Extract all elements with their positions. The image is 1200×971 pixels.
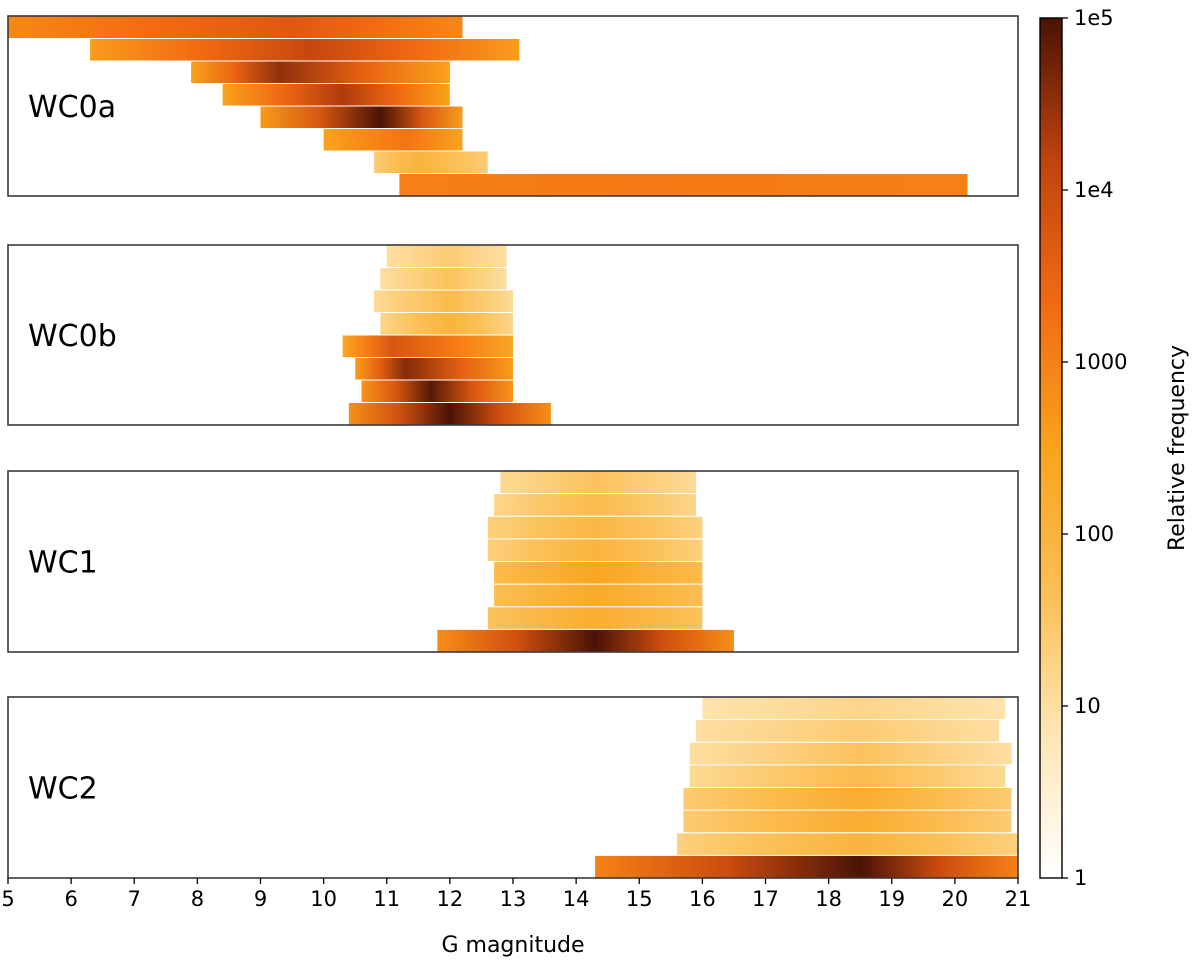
heatmap-row xyxy=(355,358,513,380)
x-tick-label: 10 xyxy=(310,887,337,911)
heatmap-row xyxy=(487,607,703,629)
colorbar-tick-label: 100 xyxy=(1074,522,1114,546)
heatmap-row xyxy=(361,380,513,402)
heatmap-row xyxy=(386,245,507,267)
panel-frame xyxy=(7,15,1019,197)
x-tick-label: 6 xyxy=(64,887,77,911)
panels-layer: WC0a WC0b WC1 WC2 xyxy=(7,15,1019,879)
x-tick-label: 7 xyxy=(128,887,141,911)
x-tick-label: 13 xyxy=(500,887,527,911)
heatmap-row xyxy=(8,16,463,38)
x-tick-label: 14 xyxy=(563,887,590,911)
x-tick-label: 18 xyxy=(815,887,842,911)
panel-frame xyxy=(7,470,1019,653)
panel-label: WC0b xyxy=(28,319,117,354)
heatmap-row xyxy=(702,697,1006,720)
panel-label: WC1 xyxy=(28,546,98,581)
panel-wc2: WC2 xyxy=(7,696,1019,879)
panel-wc0a: WC0a xyxy=(7,15,1019,197)
colorbar-gradient xyxy=(1040,18,1062,878)
panel-wc1: WC1 xyxy=(7,470,1019,653)
heatmap-row xyxy=(494,494,697,516)
heatmap-row xyxy=(494,562,703,584)
x-tick-label: 8 xyxy=(191,887,204,911)
x-tick-label: 16 xyxy=(689,887,716,911)
heatmap-row xyxy=(689,765,1006,787)
heatmap-row xyxy=(374,151,488,173)
colorbar-tick-label: 1e5 xyxy=(1074,6,1114,30)
x-tick-label: 5 xyxy=(1,887,14,911)
heatmap-row xyxy=(437,629,734,652)
heatmap-row xyxy=(380,268,507,290)
panel-label: WC2 xyxy=(28,772,98,807)
panel-wc0b: WC0b xyxy=(7,244,1019,426)
heatmap-row xyxy=(683,810,1012,833)
colorbar: 1 10 100 1000 1e4 1e5 Relative frequency xyxy=(1039,6,1190,890)
x-tick-label: 12 xyxy=(437,887,464,911)
heatmap-row xyxy=(342,335,513,357)
x-tick-label: 21 xyxy=(1005,887,1032,911)
x-tick-label: 11 xyxy=(373,887,400,911)
heatmap-row xyxy=(191,61,450,83)
colorbar-tick-label: 1 xyxy=(1074,866,1087,890)
colorbar-title: Relative frequency xyxy=(1165,345,1190,551)
heatmap-row xyxy=(380,313,513,335)
heatmap-row xyxy=(348,403,551,425)
heatmap-row xyxy=(595,855,1018,878)
heatmap-row xyxy=(487,516,703,539)
heatmap-row xyxy=(260,106,463,128)
heatmap-row xyxy=(323,129,463,151)
heatmap-row xyxy=(494,584,703,607)
colorbar-tick-label: 1e4 xyxy=(1074,178,1114,202)
colorbar-tick-label: 1000 xyxy=(1074,350,1127,374)
panel-frame xyxy=(7,244,1019,426)
panel-label: WC0a xyxy=(28,90,116,125)
x-tick-label: 9 xyxy=(254,887,267,911)
colorbar-tick-label: 10 xyxy=(1074,694,1101,718)
heatmap-row xyxy=(222,84,450,106)
heatmap-row xyxy=(689,742,1012,765)
x-axis-title: G magnitude xyxy=(441,933,584,958)
heatmap-row xyxy=(90,39,520,61)
colorbar-frame xyxy=(1039,17,1063,879)
heatmap-row xyxy=(696,720,1000,742)
heatmap-row xyxy=(677,833,1018,855)
x-axis: 5 6 7 8 9 10 11 12 13 14 15 16 17 18 19 20 21 xyxy=(1,878,1031,911)
x-tick-label: 15 xyxy=(626,887,653,911)
heatmap-row xyxy=(374,290,513,312)
heatmap-row xyxy=(683,788,1012,810)
x-tick-label: 17 xyxy=(752,887,779,911)
heatmap-row xyxy=(500,471,697,494)
x-tick-label: 19 xyxy=(878,887,905,911)
heatmap-row xyxy=(487,539,703,561)
x-tick-label: 20 xyxy=(942,887,969,911)
heatmap-row xyxy=(399,174,968,196)
